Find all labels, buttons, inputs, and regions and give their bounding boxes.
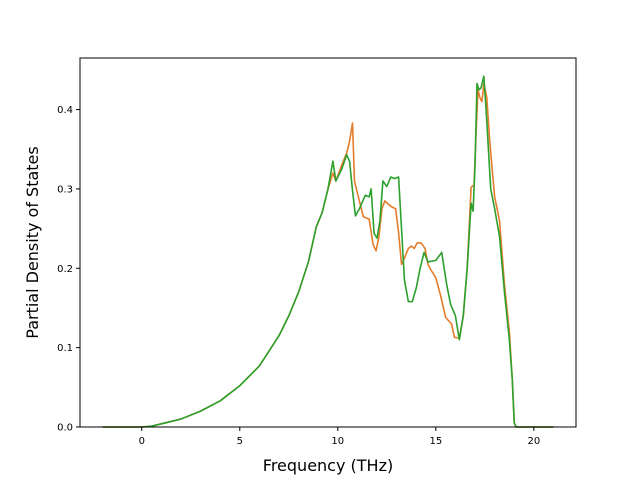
x-axis-label: Frequency (THz): [263, 456, 393, 475]
y-tick-label: 0.1: [57, 343, 73, 354]
plot-frame: [79, 57, 577, 428]
y-axis-ticks: 0.0 0.1 0.2 0.3 0.4: [57, 105, 80, 434]
x-tick-label: 0: [139, 436, 145, 447]
x-tick-label: 5: [237, 436, 243, 447]
x-axis-ticks: 0 5 10 15 20: [139, 427, 540, 447]
x-tick-label: 20: [527, 436, 540, 447]
y-axis-label: Partial Density of States: [23, 146, 42, 338]
series-layer: [102, 75, 554, 428]
series-line-2: [102, 75, 554, 428]
y-tick-label: 0.4: [57, 105, 73, 116]
y-tick-label: 0.3: [57, 184, 73, 195]
y-tick-label: 0.2: [57, 264, 73, 275]
x-tick-label: 10: [331, 436, 344, 447]
y-tick-label: 0.0: [57, 423, 73, 434]
x-tick-label: 15: [429, 436, 442, 447]
